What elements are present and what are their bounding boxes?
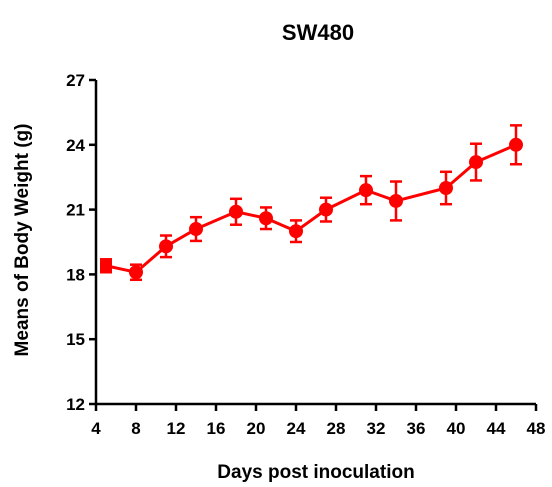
data-point <box>469 155 483 170</box>
x-tick-label: 48 <box>527 419 546 438</box>
y-tick-label: 15 <box>66 330 85 349</box>
data-point <box>259 211 273 226</box>
x-tick-label: 32 <box>367 419 386 438</box>
x-tick-label: 12 <box>167 419 186 438</box>
x-tick-label: 44 <box>487 419 506 438</box>
x-tick-label: 20 <box>247 419 266 438</box>
x-tick-label: 16 <box>207 419 226 438</box>
x-tick-label: 40 <box>447 419 466 438</box>
data-point <box>189 222 203 237</box>
x-tick-label: 4 <box>91 419 101 438</box>
y-tick-label: 21 <box>66 201 85 220</box>
data-point <box>319 202 333 217</box>
y-tick-label: 18 <box>66 265 85 284</box>
data-point <box>509 137 523 152</box>
data-point <box>129 265 143 280</box>
data-point <box>159 239 173 254</box>
x-tick-label: 24 <box>287 419 306 438</box>
data-point <box>289 224 303 239</box>
data-point <box>229 204 243 219</box>
data-point <box>439 181 453 195</box>
y-tick-label: 27 <box>66 71 85 90</box>
y-tick-label: 24 <box>66 136 85 155</box>
chart-title: SW480 <box>282 20 354 45</box>
data-point <box>389 193 403 208</box>
data-point <box>359 183 373 198</box>
x-tick-label: 8 <box>131 419 140 438</box>
plot-area <box>100 124 523 282</box>
y-axis-label: Means of Body Weight (g) <box>12 124 33 357</box>
data-point <box>100 259 112 272</box>
y-tick-label: 12 <box>66 395 85 414</box>
x-axis-label: Days post inoculation <box>217 462 414 483</box>
x-tick-label: 28 <box>327 419 346 438</box>
x-tick-label: 36 <box>407 419 426 438</box>
